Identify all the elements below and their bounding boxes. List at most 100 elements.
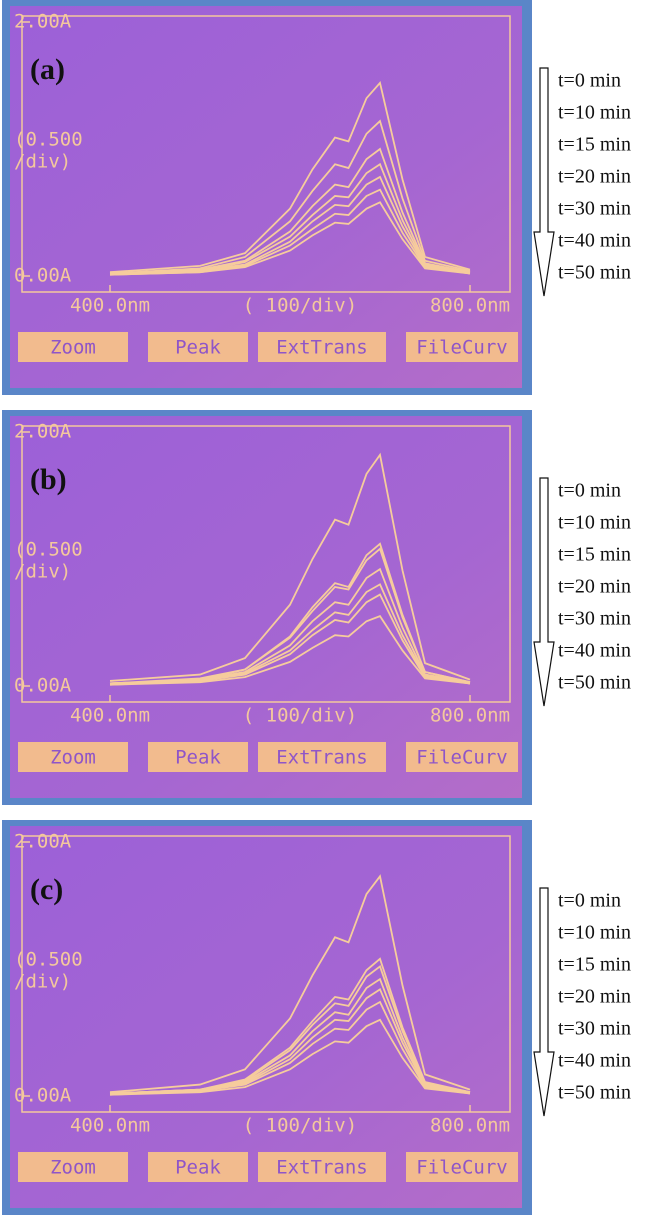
screen	[10, 416, 522, 798]
y-tick-label: 0.00A	[14, 675, 72, 697]
x-tick-label: 800.0nm	[430, 705, 510, 727]
y-tick-label: 0.00A	[14, 1085, 72, 1107]
spectrum-line	[109, 547, 471, 685]
spectrum-line	[109, 201, 471, 276]
x-scale-label: ( 100/div)	[243, 1115, 357, 1137]
spectrum-line	[109, 964, 471, 1095]
legend-entry: t=40 min	[558, 640, 631, 662]
legend-entry: t=20 min	[558, 986, 631, 1008]
button-bg	[18, 742, 128, 772]
y-scale-label: (0.500	[14, 949, 83, 971]
legend-entry: t=15 min	[558, 134, 631, 156]
button-bg	[258, 1152, 386, 1182]
legend-entry: t=10 min	[558, 512, 631, 534]
legend-entry: t=20 min	[558, 166, 631, 188]
panel: 0.00A 2.00A (0.500/div) 400.0nm 800.0nm ( 100…	[2, 820, 631, 1215]
button-bg	[258, 742, 386, 772]
y-tick-label: 2.00A	[14, 11, 72, 33]
legend-entry: t=15 min	[558, 544, 631, 566]
x-tick-label: 400.0nm	[70, 705, 150, 727]
button-bg	[18, 1152, 128, 1182]
x-scale-label: ( 100/div)	[243, 705, 357, 727]
button-bg	[406, 332, 518, 362]
button-bg	[258, 332, 386, 362]
panel: 0.00A 2.00A (0.500/div) 400.0nm 800.0nm ( 100…	[2, 0, 631, 395]
y-tick-label: 0.00A	[14, 265, 72, 287]
spectrum-line	[109, 957, 471, 1095]
button-label: Zoom	[50, 747, 96, 769]
spectrum-line	[109, 147, 471, 275]
legend-entry: t=30 min	[558, 198, 631, 220]
spectrum-line	[109, 593, 471, 686]
y-tick-label: 2.00A	[14, 421, 72, 443]
y-scale-label: (0.500	[14, 539, 83, 561]
time-arrow	[533, 477, 555, 707]
button-label: Peak	[175, 337, 221, 359]
plot-frame	[21, 835, 511, 1113]
y-scale-label: /div)	[14, 561, 71, 583]
button-label: ExtTrans	[276, 747, 368, 769]
button-label: ExtTrans	[276, 1157, 368, 1179]
legend-entry: t=0 min	[558, 890, 621, 912]
panel-label: (b)	[30, 463, 67, 496]
screen	[10, 6, 522, 388]
legend-entry: t=30 min	[558, 608, 631, 630]
button-label: Zoom	[50, 1157, 96, 1179]
button-label: Peak	[175, 1157, 221, 1179]
spectrum-line	[109, 987, 471, 1095]
button-label: Peak	[175, 747, 221, 769]
x-tick-label: 800.0nm	[430, 295, 510, 317]
x-tick-label: 800.0nm	[430, 1115, 510, 1137]
plot-frame	[21, 425, 511, 703]
y-tick-label: 2.00A	[14, 831, 72, 853]
y-scale-label: /div)	[14, 971, 71, 993]
spectrum-line	[109, 175, 471, 275]
button-bg	[18, 332, 128, 362]
time-arrow	[533, 887, 555, 1117]
y-scale-label: (0.500	[14, 129, 83, 151]
spectrum-line	[109, 81, 471, 274]
spectrum-line	[109, 583, 471, 685]
spectrum-line	[109, 615, 471, 686]
button-bg	[148, 1152, 248, 1182]
y-scale-label: /div)	[14, 151, 71, 173]
legend-entry: t=50 min	[558, 262, 631, 284]
spectrum-line	[109, 188, 471, 276]
legend-entry: t=15 min	[558, 954, 631, 976]
button-label: Zoom	[50, 337, 96, 359]
legend-entry: t=40 min	[558, 230, 631, 252]
spectrum-line	[109, 874, 471, 1094]
spectrum-line	[109, 119, 471, 275]
button-label: ExtTrans	[276, 337, 368, 359]
spectrum-line	[109, 452, 471, 682]
time-arrow	[533, 67, 555, 297]
button-label: FileCurv	[416, 1157, 508, 1179]
legend-entry: t=0 min	[558, 70, 621, 92]
legend-entry: t=0 min	[558, 480, 621, 502]
spectrum-line	[109, 162, 471, 275]
panel-label: (a)	[30, 53, 65, 86]
legend-entry: t=40 min	[558, 1050, 631, 1072]
legend-entry: t=10 min	[558, 922, 631, 944]
button-label: FileCurv	[416, 747, 508, 769]
button-label: FileCurv	[416, 337, 508, 359]
spectrum-line	[109, 977, 471, 1095]
legend-entry: t=10 min	[558, 102, 631, 124]
button-bg	[406, 1152, 518, 1182]
plot-frame	[21, 15, 511, 293]
panel-label: (c)	[30, 873, 63, 906]
legend-entry: t=50 min	[558, 672, 631, 694]
x-tick-label: 400.0nm	[70, 295, 150, 317]
button-bg	[148, 332, 248, 362]
button-bg	[148, 742, 248, 772]
panel: 0.00A 2.00A (0.500/div) 400.0nm 800.0nm ( 100…	[2, 410, 631, 805]
spectrum-line	[109, 1018, 471, 1096]
button-bg	[406, 742, 518, 772]
spectrum-line	[109, 567, 471, 685]
screen	[10, 826, 522, 1208]
x-scale-label: ( 100/div)	[243, 295, 357, 317]
x-tick-label: 400.0nm	[70, 1115, 150, 1137]
spectrum-line	[109, 1000, 471, 1096]
legend-entry: t=50 min	[558, 1082, 631, 1104]
